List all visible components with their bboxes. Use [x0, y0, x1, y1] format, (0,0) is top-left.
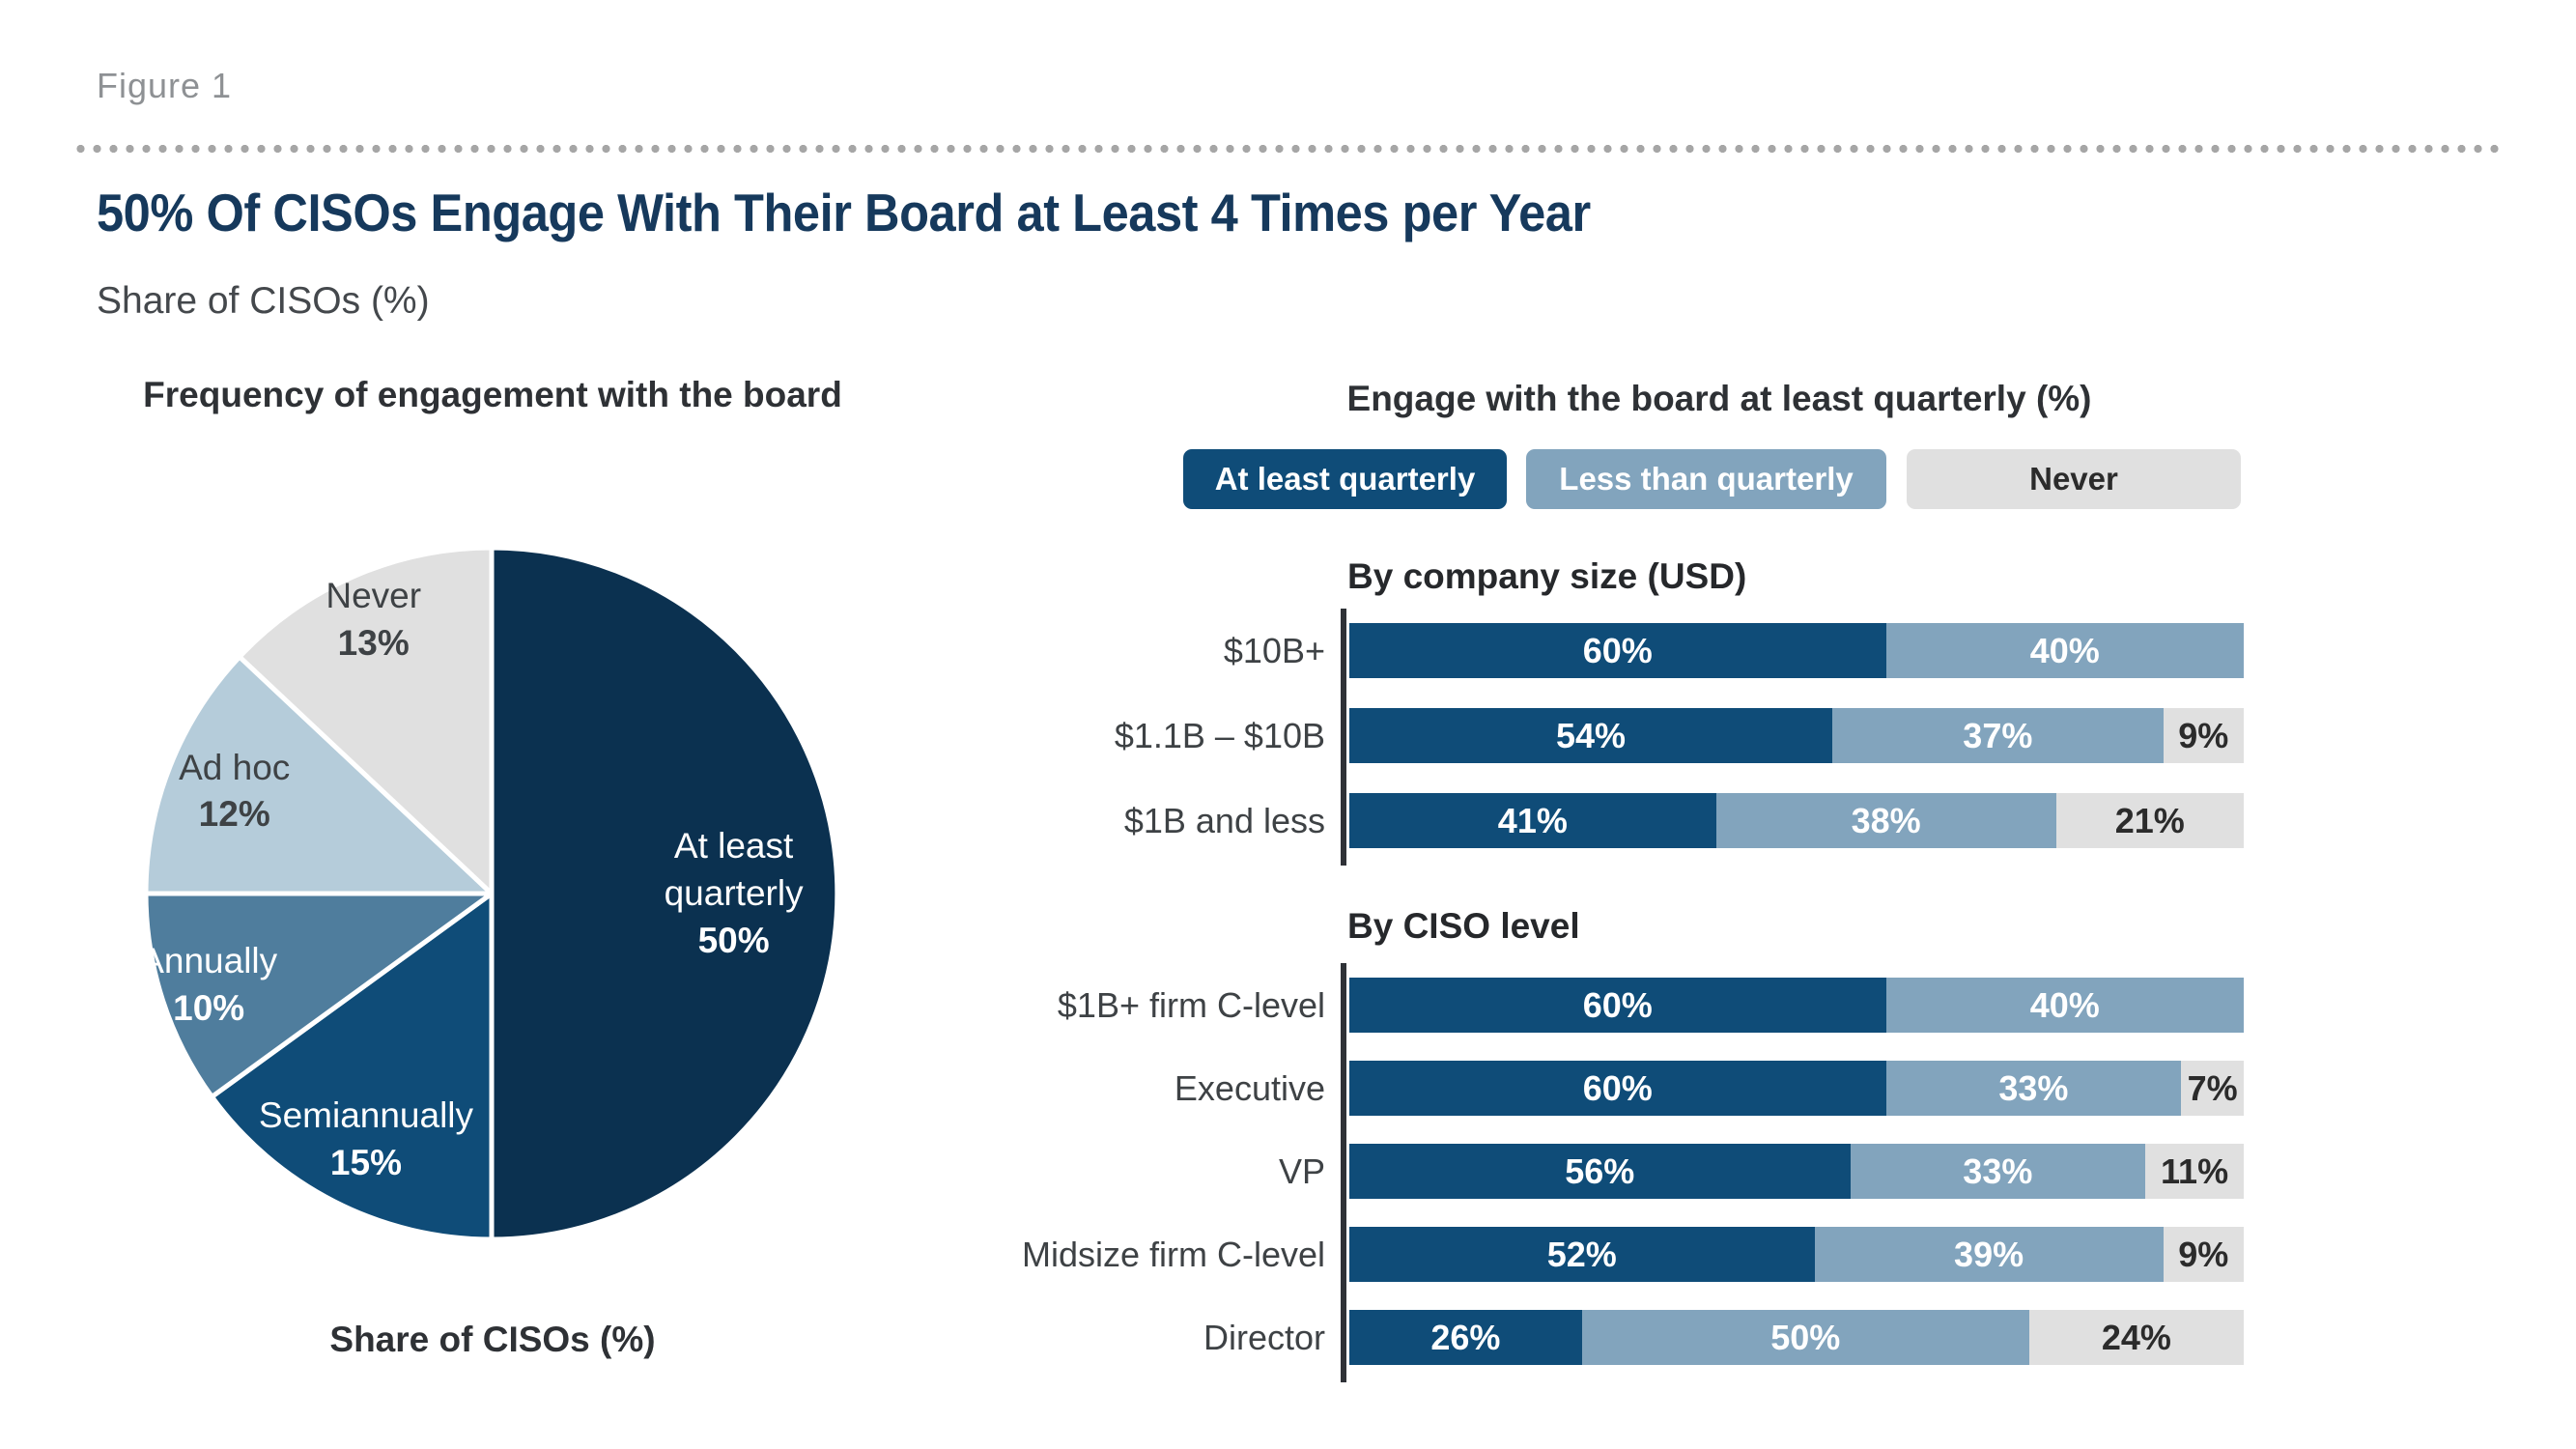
bar-segment-never: 9% — [2163, 1227, 2244, 1282]
bar-segment-never: 7% — [2181, 1061, 2244, 1116]
bar-value-label: 11% — [2161, 1151, 2229, 1191]
bar-value-label: 21% — [2114, 800, 2185, 840]
bar-segment-less-than-quarterly: 33% — [1850, 1144, 2146, 1199]
bar-segment-less-than-quarterly: 39% — [1814, 1227, 2164, 1282]
bar-value-label: 60% — [1582, 984, 1653, 1025]
figure-label: Figure 1 — [97, 66, 233, 105]
bar-value-label: 60% — [1582, 630, 1653, 670]
dotted-rule — [72, 144, 2504, 154]
pie-slice-ad-hoc — [143, 654, 495, 896]
pie-slice-never — [237, 545, 495, 896]
bar-value-label: 54% — [1555, 715, 1627, 755]
bar-value-label: 37% — [1963, 715, 2033, 755]
bar-segment-never: 9% — [2163, 708, 2244, 763]
legend-chip-at-least-quarterly: At least quarterly — [1183, 449, 1507, 509]
bar-value-label: 50% — [1770, 1317, 1841, 1357]
bar-segment-less-than-quarterly: 40% — [1885, 623, 2244, 678]
bar-row--1-1b-10b: 54% 37% 9% — [1349, 708, 2244, 763]
row-label--1-1b-10b: $1.1B – $10B — [1114, 716, 1325, 755]
bar-segment-less-than-quarterly: 38% — [1715, 793, 2056, 848]
bar-segment-never: 11% — [2145, 1144, 2244, 1199]
bar-value-label: 39% — [1954, 1234, 2024, 1274]
pie-slice-annually — [143, 891, 495, 1099]
bar-row-midsize-firm-c-level: 52% 39% 9% — [1349, 1227, 2244, 1282]
bar-value-label: 33% — [1963, 1151, 2033, 1191]
bar-segment-less-than-quarterly: 33% — [1885, 1061, 2182, 1116]
pie-chart-caption: Share of CISOs (%) — [329, 1320, 656, 1359]
row-label-director: Director — [1203, 1318, 1325, 1357]
row-label-midsize-firm-c-level: Midsize firm C-level — [1021, 1235, 1325, 1274]
bar-row-vp: 56% 33% 11% — [1349, 1144, 2244, 1199]
bar-segment-never: 21% — [2055, 793, 2244, 848]
pie-label-annually: Annually 10% — [140, 941, 278, 1029]
bar-segment-at-least-quarterly: 60% — [1349, 1061, 1886, 1116]
pie-label-semiannually: Semiannually 15% — [258, 1095, 474, 1183]
row-label--1b-firm-c-level: $1B+ firm C-level — [1057, 985, 1325, 1025]
bar-value-label: 40% — [2029, 630, 2100, 670]
bar-value-label: 24% — [2101, 1317, 2171, 1357]
bar-value-label: 41% — [1497, 800, 1568, 840]
bar-segment-less-than-quarterly: 40% — [1885, 978, 2244, 1033]
row-label--1b-and-less: $1B and less — [1123, 801, 1325, 840]
pie-chart — [143, 545, 840, 1242]
pie-slice-at-least-quarterly — [489, 545, 840, 1242]
bar-value-label: 9% — [2178, 715, 2229, 755]
bar-segment-never: 24% — [2028, 1310, 2244, 1365]
legend-chip-never: Never — [1907, 449, 2241, 509]
bar-value-label: 38% — [1851, 800, 1921, 840]
bar-segment-at-least-quarterly: 52% — [1349, 1227, 1815, 1282]
bar-value-label: 52% — [1546, 1234, 1617, 1274]
bar-chart-title: Engage with the board at least quarterly… — [1346, 379, 2092, 418]
bar-segment-less-than-quarterly: 50% — [1581, 1310, 2029, 1365]
section-header-2: By CISO level — [1347, 906, 1580, 946]
bar-segment-at-least-quarterly: 60% — [1349, 978, 1886, 1033]
bar-segment-at-least-quarterly: 54% — [1349, 708, 1833, 763]
bar-segment-at-least-quarterly: 26% — [1349, 1310, 1582, 1365]
bar-value-label: 9% — [2178, 1234, 2229, 1274]
bar-row-director: 26% 50% 24% — [1349, 1310, 2244, 1365]
bar-row--1b-firm-c-level: 60% 40% — [1349, 978, 2244, 1033]
bar-row--10b-: 60% 40% — [1349, 623, 2244, 678]
bar-value-label: 33% — [1998, 1067, 2069, 1108]
legend-chip-less-than-quarterly: Less than quarterly — [1526, 449, 1886, 509]
bar-row--1b-and-less: 41% 38% 21% — [1349, 793, 2244, 848]
bar-segment-less-than-quarterly: 37% — [1832, 708, 2164, 763]
bar-value-label: 60% — [1582, 1067, 1653, 1108]
bar-segment-at-least-quarterly: 41% — [1349, 793, 1716, 848]
row-label--10b-: $10B+ — [1223, 631, 1325, 670]
bar-segment-at-least-quarterly: 60% — [1349, 623, 1886, 678]
bar-value-label: 40% — [2029, 984, 2100, 1025]
bar-segment-at-least-quarterly: 56% — [1349, 1144, 1851, 1199]
pie-chart-title: Frequency of engagement with the board — [143, 375, 842, 414]
row-label-vp: VP — [1278, 1151, 1325, 1191]
bar-value-label: 56% — [1565, 1151, 1635, 1191]
pie-label-ad-hoc: Ad hoc 12% — [179, 747, 291, 835]
row-label-executive: Executive — [1174, 1068, 1325, 1108]
bar-value-label: 26% — [1430, 1317, 1501, 1357]
pie-label-never: Never 13% — [326, 576, 422, 664]
pie-slice-semiannually — [209, 891, 495, 1242]
figure-subtitle: Share of CISOs (%) — [97, 280, 430, 322]
axis-line-1 — [1341, 609, 1346, 866]
pie-label-at-least-quarterly: At least quarterly 50% — [664, 825, 804, 960]
axis-line-2 — [1341, 963, 1346, 1382]
bar-row-executive: 60% 33% 7% — [1349, 1061, 2244, 1116]
section-header-1: By company size (USD) — [1347, 556, 1747, 596]
figure-title: 50% Of CISOs Engage With Their Board at … — [97, 183, 1591, 242]
bar-value-label: 7% — [2187, 1067, 2238, 1108]
